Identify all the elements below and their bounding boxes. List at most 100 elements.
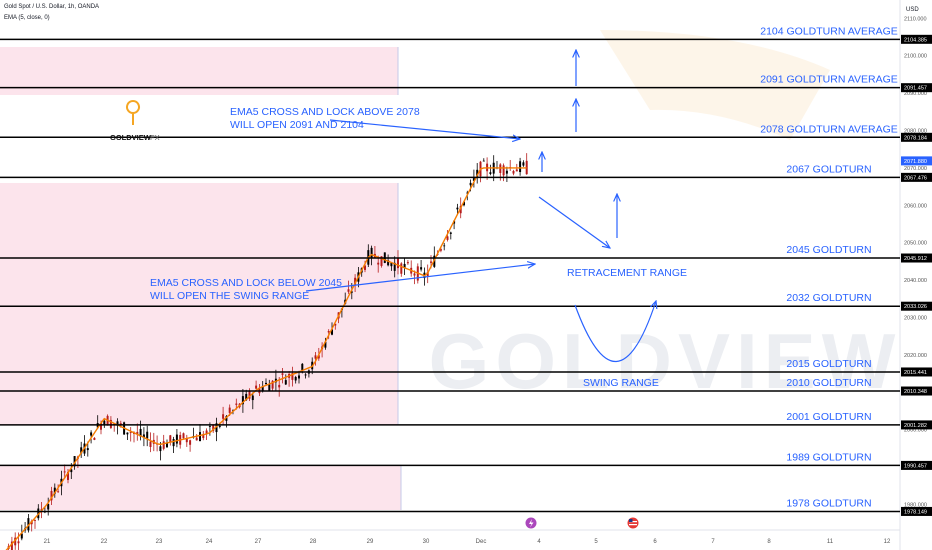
candle-body (466, 192, 469, 194)
candle (50, 486, 53, 505)
note-ema-below-line2: WILL OPEN THE SWING RANGE (150, 290, 309, 302)
candle-body (169, 435, 172, 442)
candle (294, 375, 297, 384)
price-tag: 1978.149 (904, 509, 927, 515)
candle (505, 166, 508, 183)
candle (202, 430, 205, 441)
price-tag-bg (901, 83, 932, 93)
candle-body (314, 355, 317, 359)
time-tick-label: 8 (767, 539, 771, 545)
candle (265, 378, 267, 385)
candle-body (103, 420, 106, 426)
candle-body (113, 423, 116, 425)
candle (324, 337, 327, 350)
candle-body (172, 439, 175, 447)
candle-body (426, 272, 429, 277)
candle-body (347, 289, 350, 292)
lightning-icon[interactable] (525, 517, 537, 529)
candle-body (34, 520, 36, 522)
candle-body (241, 396, 244, 405)
candle (139, 420, 142, 441)
price-tick-label: 2020.000 (904, 353, 927, 359)
price-tag: 2033.026 (904, 304, 927, 310)
lightning-glyph (529, 519, 534, 528)
candle-body (324, 341, 327, 348)
candle-body (449, 232, 452, 234)
candle-body (189, 440, 192, 445)
candle-body (142, 434, 145, 438)
candle-body (354, 277, 357, 285)
candle-body (63, 471, 66, 473)
arrow-retracement-down (538, 196, 610, 248)
symbol-title: Gold Spot / U.S. Dollar, 1h, OANDA (4, 4, 100, 10)
price-tag: 2001.282 (904, 423, 927, 429)
candle-body (298, 375, 300, 379)
candle (162, 434, 165, 451)
candle-body (350, 291, 353, 293)
candle-body (291, 373, 294, 380)
candle-body (80, 447, 83, 454)
candle-body (255, 385, 258, 389)
candle (189, 439, 192, 452)
candle (27, 513, 30, 533)
candle (390, 262, 393, 271)
candle (476, 163, 479, 184)
price-tag: 2015.441 (904, 370, 927, 376)
level-label: 2091 GOLDTURN AVERAGE (760, 74, 898, 86)
price-tick-label: 2030.000 (904, 316, 927, 322)
price-axis[interactable]: 2110.000 2100.000 2090.000 2080.000 2070.000… (899, 0, 927, 550)
candle (63, 464, 66, 479)
price-tag: 2010.348 (904, 389, 927, 395)
candle (212, 424, 215, 433)
candle (449, 231, 452, 240)
time-axis[interactable]: 21 22 23 24 27 28 29 30 Dec 4 5 6 7 8 11 12 (0, 529, 900, 545)
candle (482, 158, 485, 162)
candle-body (146, 431, 149, 439)
candle-body (208, 425, 211, 427)
candle-body (271, 380, 274, 389)
time-tick-label: 24 (206, 539, 213, 545)
candle-body (505, 170, 508, 174)
time-tick-label: 21 (44, 539, 51, 545)
candle-body (175, 434, 178, 444)
time-tick-label: 30 (423, 539, 430, 545)
candle-body (185, 438, 188, 443)
candle-body (57, 491, 60, 493)
candle-body (364, 265, 366, 270)
candle-body (390, 262, 393, 267)
candle (403, 258, 406, 275)
candle-body (278, 384, 281, 388)
time-tick-label: 6 (653, 539, 657, 545)
level-label: 2015 GOLDTURN (786, 358, 871, 370)
time-tick-label: 23 (156, 539, 163, 545)
candle-body (515, 169, 518, 172)
price-tag-bg (901, 367, 932, 377)
candle (443, 242, 446, 251)
us-flag-icon[interactable] (627, 517, 639, 529)
candle (400, 262, 403, 277)
shaded-zone-lower (0, 465, 401, 510)
price-tick-label: 2060.000 (904, 203, 927, 209)
candle-body (301, 363, 304, 371)
indicator-legend[interactable]: EMA (5, close, 0) (4, 15, 50, 21)
candle-body (228, 407, 231, 413)
candle-body (212, 425, 215, 431)
candle (195, 433, 198, 441)
candle (274, 369, 277, 391)
candle-body (476, 169, 479, 177)
time-tick-label: 4 (537, 539, 541, 545)
flag-canton (629, 519, 633, 522)
time-tick-label: 5 (594, 539, 598, 545)
time-tick-label: 11 (827, 539, 834, 545)
candle (103, 418, 106, 428)
candle-body (403, 263, 406, 268)
candle-body (202, 434, 205, 439)
candle-body (159, 446, 162, 452)
price-tick-label: 2040.000 (904, 278, 927, 284)
level-label: 2045 GOLDTURN (786, 244, 871, 256)
candle (502, 163, 505, 182)
candle (512, 169, 515, 176)
candle-body (420, 267, 423, 270)
